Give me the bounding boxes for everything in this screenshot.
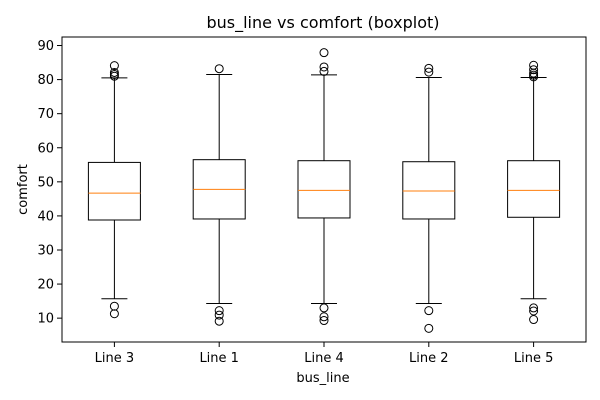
- y-tick-label: 10: [37, 312, 54, 327]
- outlier-point: [424, 63, 434, 73]
- outlier-point: [109, 69, 119, 79]
- x-tick-label: Line 3: [95, 351, 135, 366]
- outlier-point: [109, 71, 119, 81]
- outlier-point: [319, 312, 329, 322]
- box-line-1: [192, 64, 246, 326]
- x-tick-label: Line 1: [199, 351, 239, 366]
- iqr-box: [87, 161, 141, 221]
- outlier-point: [529, 65, 539, 75]
- y-tick-label: 40: [37, 209, 54, 224]
- y-tick-label: 60: [37, 141, 54, 156]
- y-tick-label: 50: [37, 175, 54, 190]
- x-axis: Line 3 Line 1 Line 4 Line 2 Line 5: [95, 342, 554, 366]
- y-axis: 10 20 30 40 50 60 70 80 90: [37, 39, 62, 327]
- outlier-point: [319, 66, 329, 76]
- y-tick-label: 20: [37, 278, 54, 293]
- outlier-point: [319, 48, 329, 58]
- outlier-point: [424, 67, 434, 77]
- outlier-point: [109, 309, 119, 319]
- outlier-point: [424, 306, 434, 316]
- iqr-box: [297, 160, 351, 219]
- outlier-point: [214, 64, 224, 74]
- iqr-box: [507, 160, 561, 218]
- x-tick-label: Line 5: [514, 351, 554, 366]
- outlier-point: [109, 301, 119, 311]
- box-line-4: [297, 48, 351, 326]
- outlier-point: [214, 306, 224, 316]
- y-tick-label: 70: [37, 107, 54, 122]
- box-line-3: [87, 61, 141, 319]
- x-tick-label: Line 4: [304, 351, 344, 366]
- outlier-point: [319, 316, 329, 326]
- outlier-point: [529, 72, 539, 82]
- outlier-point: [319, 303, 329, 313]
- y-axis-label: comfort: [16, 164, 31, 215]
- outlier-point: [529, 315, 539, 325]
- outlier-point: [424, 323, 434, 333]
- outlier-point: [214, 310, 224, 320]
- boxplot-series: [87, 48, 561, 333]
- x-axis-label: bus_line: [296, 371, 349, 386]
- outlier-point: [109, 61, 119, 71]
- outlier-point: [529, 303, 539, 313]
- box-line-2: [402, 63, 456, 333]
- box-line-5: [507, 60, 561, 325]
- y-tick-label: 80: [37, 73, 54, 88]
- outlier-point: [319, 62, 329, 72]
- outlier-point: [214, 316, 224, 326]
- y-tick-label: 90: [37, 39, 54, 54]
- chart-title: bus_line vs comfort (boxplot): [206, 13, 439, 33]
- iqr-box: [402, 161, 456, 220]
- y-tick-label: 30: [37, 243, 54, 258]
- x-tick-label: Line 2: [409, 351, 449, 366]
- outlier-point: [529, 306, 539, 316]
